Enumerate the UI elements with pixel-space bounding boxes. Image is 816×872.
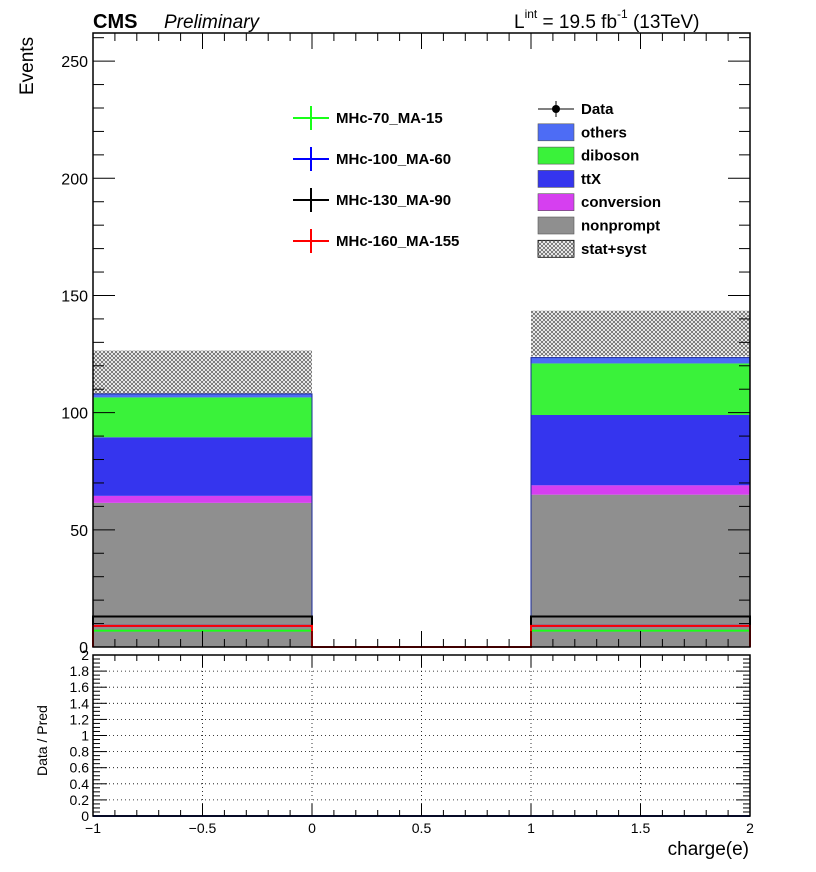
y-tick-label: 0 bbox=[79, 640, 88, 657]
luminosity-label: Lint = 19.5 fb-1 (13TeV) bbox=[514, 7, 700, 33]
legend-marker-data-dot bbox=[552, 105, 560, 113]
lumi-energy: (13TeV) bbox=[628, 12, 700, 33]
bar-nonprompt-bin-0 bbox=[93, 502, 312, 647]
x-axis-title: charge(e) bbox=[668, 839, 749, 860]
y-tick-label: 250 bbox=[61, 54, 88, 71]
ratio-y-tick-label: 1 bbox=[81, 728, 89, 744]
main-plot: 0 50 100 150 200 250 bbox=[61, 32, 751, 657]
ratio-plot: 00.20.40.60.811.21.41.61.82−1 −0.5 0 0.5 1 1.… bbox=[70, 647, 755, 836]
legend-label-Data: Data bbox=[581, 101, 614, 118]
lumi-prefix: L bbox=[514, 12, 525, 33]
legend-marker-nonprompt bbox=[537, 216, 575, 235]
signal-legend: MHc-70_MA-15 MHc-100_MA-60 MHc-130_MA-90 MH… bbox=[293, 106, 459, 253]
ratio-y-tick-label: 1.2 bbox=[70, 711, 90, 727]
lumi-value: = 19.5 fb bbox=[537, 12, 617, 33]
ratio-y-tick-label: 1.6 bbox=[70, 679, 90, 695]
legend-label-diboson: diboson bbox=[581, 148, 639, 165]
bar-conversion-bin-2 bbox=[531, 485, 750, 495]
legend-label-MHc-100_MA-60: MHc-100_MA-60 bbox=[336, 151, 451, 168]
y-tick-label: 50 bbox=[70, 523, 88, 540]
ratio-y-tick-label: 1.8 bbox=[70, 663, 90, 679]
legend-label-stat+syst: stat+syst bbox=[581, 241, 646, 258]
legend-label-ttX: ttX bbox=[581, 171, 601, 188]
ratio-y-tick-label: 2 bbox=[81, 647, 89, 663]
x-tick-label: −0.5 bbox=[189, 820, 217, 836]
x-tick-label: 0 bbox=[308, 820, 316, 836]
bar-diboson-bin-2 bbox=[531, 363, 750, 415]
ratio-y-axis-title: Data / Pred bbox=[34, 705, 50, 776]
legend-marker-ttX bbox=[537, 170, 575, 188]
lumi-exponent: -1 bbox=[617, 7, 628, 21]
x-tick-label: 2 bbox=[746, 820, 754, 836]
legend-marker-diboson bbox=[537, 146, 575, 165]
legend-label-MHc-160_MA-155: MHc-160_MA-155 bbox=[336, 233, 459, 250]
y-axis-title: Events bbox=[17, 37, 38, 95]
legend-label-conversion: conversion bbox=[581, 194, 661, 211]
uncertainty-band-bin-2 bbox=[531, 310, 750, 357]
y-tick-label: 150 bbox=[61, 288, 88, 305]
legend-marker-uncertainty bbox=[537, 239, 575, 258]
background-legend: Data others diboson ttX conversion nonprompt s… bbox=[537, 101, 661, 258]
legend-label-MHc-130_MA-90: MHc-130_MA-90 bbox=[336, 192, 451, 209]
cms-label: CMS bbox=[93, 11, 137, 33]
bar-conversion-bin-0 bbox=[93, 495, 312, 503]
x-tick-label: 0.5 bbox=[412, 820, 432, 836]
ratio-y-tick-label: 0.6 bbox=[70, 760, 90, 776]
uncertainty-band-bin-0 bbox=[93, 350, 312, 394]
ratio-y-tick-label: 0.4 bbox=[70, 776, 90, 792]
ratio-y-tick-label: 1.4 bbox=[70, 695, 90, 711]
legend-marker-others bbox=[537, 123, 575, 142]
ratio-y-tick-label: 0 bbox=[81, 808, 89, 824]
ratio-y-tick-label: 0.2 bbox=[70, 792, 90, 808]
legend-label-nonprompt: nonprompt bbox=[581, 218, 660, 235]
y-tick-label: 200 bbox=[61, 171, 88, 188]
y-tick-label: 100 bbox=[61, 406, 88, 423]
bar-others-bin-0 bbox=[93, 393, 312, 398]
bar-diboson-bin-0 bbox=[93, 397, 312, 438]
bar-others-bin-2 bbox=[531, 357, 750, 364]
bar-ttX-bin-0 bbox=[93, 437, 312, 496]
bar-nonprompt-bin-2 bbox=[531, 494, 750, 647]
lumi-superscript: int bbox=[525, 7, 538, 21]
x-tick-label: 1.5 bbox=[631, 820, 651, 836]
legend-label-others: others bbox=[581, 124, 627, 141]
x-tick-label: −1 bbox=[85, 820, 101, 836]
preliminary-label: Preliminary bbox=[164, 12, 261, 33]
x-tick-label: 1 bbox=[527, 820, 535, 836]
legend-marker-conversion bbox=[537, 193, 575, 211]
bar-ttX-bin-2 bbox=[531, 414, 750, 486]
legend-label-MHc-70_MA-15: MHc-70_MA-15 bbox=[336, 110, 443, 127]
ratio-y-tick-label: 0.8 bbox=[70, 744, 90, 760]
